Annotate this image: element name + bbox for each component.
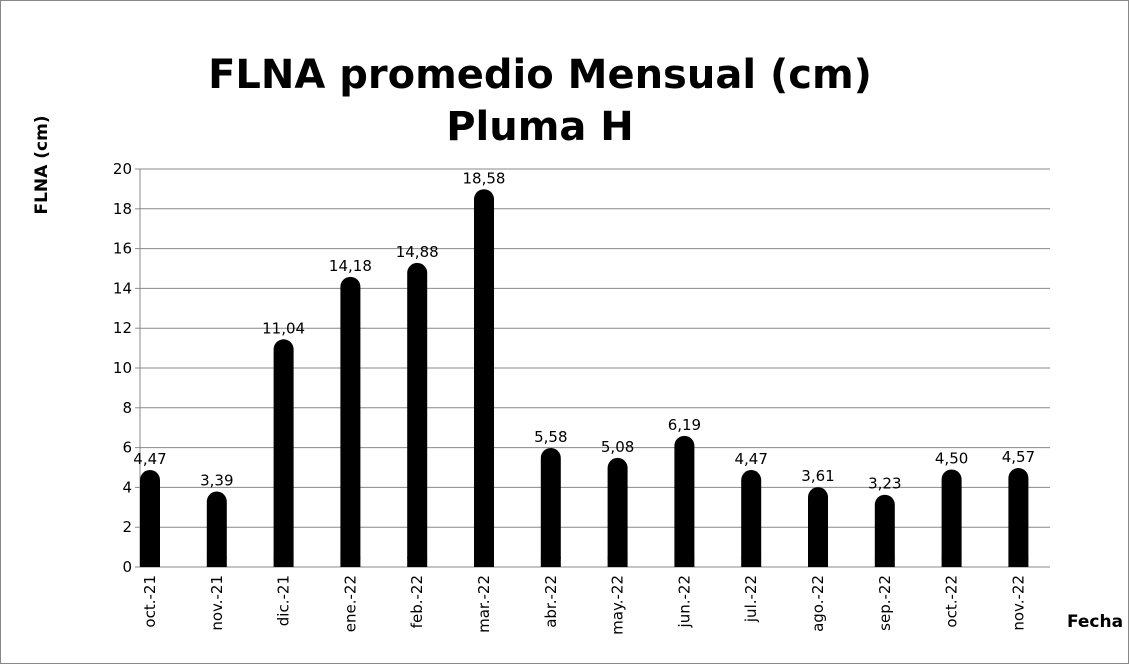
bar [941,469,962,567]
x-tick-label: jul.-22 [742,575,760,623]
bar-base [674,557,695,567]
data-label: 18,58 [463,169,506,187]
bar-base [941,557,962,567]
y-tick-label: 16 [113,240,132,258]
bar [674,435,695,567]
x-tick-label: jun.-22 [675,575,693,628]
bar-base [874,557,895,567]
x-axis-label: Fecha [1067,612,1123,632]
bar-base [407,557,428,567]
x-tick-label: ago.-22 [809,575,827,632]
y-tick-label: 20 [113,160,132,178]
x-tick-label: feb.-22 [408,575,426,628]
bar [808,487,828,567]
bar [206,491,227,567]
data-label: 4,57 [1002,448,1035,466]
bar [874,494,895,567]
bar-base [808,557,828,567]
data-label: 6,19 [668,416,701,434]
x-tick-label: nov.-22 [1009,575,1027,631]
data-label: 4,47 [133,450,166,468]
y-tick-label: 6 [122,439,132,457]
data-label: 4,47 [734,450,767,468]
bar [140,470,160,567]
bar-base [474,557,494,567]
chart-title: Pluma H [446,104,634,150]
data-label: 3,39 [200,472,233,490]
y-tick-label: 4 [122,478,132,496]
data-label: 3,23 [868,475,901,493]
x-tick-label: sep.-22 [876,575,894,631]
y-tick-label: 18 [113,200,132,218]
y-tick-label: 0 [122,558,132,576]
bar [607,457,628,567]
chart-title: FLNA promedio Mensual (cm) [208,52,872,98]
y-tick-label: 8 [122,399,132,417]
bar [407,262,428,567]
bar-base [607,557,628,567]
data-label: 4,50 [935,449,968,467]
bar-base [140,557,160,567]
x-tick-label: oct.-22 [943,575,961,628]
bar-base [741,557,762,567]
bar-base [206,557,227,567]
bar-base [540,557,561,567]
y-tick-label: 2 [122,518,132,536]
y-tick-label: 10 [113,359,132,377]
data-label: 5,58 [534,428,567,446]
x-tick-label: nov.-21 [208,575,226,631]
bar [741,470,762,567]
x-tick-label: mar.-22 [475,575,493,633]
bar [273,339,294,567]
bar [1008,468,1029,567]
y-axis-label: FLNA (cm) [32,115,52,214]
bar [540,447,561,567]
x-tick-label: ene.-22 [341,575,359,632]
bar [340,276,361,567]
data-label: 11,04 [262,319,305,337]
data-label: 3,61 [801,467,834,485]
data-label: 14,18 [329,257,372,275]
x-tick-label: abr.-22 [542,575,560,628]
x-tick-label: dic.-21 [275,575,293,626]
bar [474,189,494,567]
bar-base [1008,557,1029,567]
data-label: 14,88 [396,243,439,261]
y-tick-label: 14 [113,279,132,297]
y-tick-label: 12 [113,319,132,337]
bar-base [340,557,361,567]
x-tick-label: may.-22 [609,575,627,635]
data-label: 5,08 [601,438,634,456]
x-tick-label: oct.-21 [141,575,159,628]
bar-base [273,557,294,567]
